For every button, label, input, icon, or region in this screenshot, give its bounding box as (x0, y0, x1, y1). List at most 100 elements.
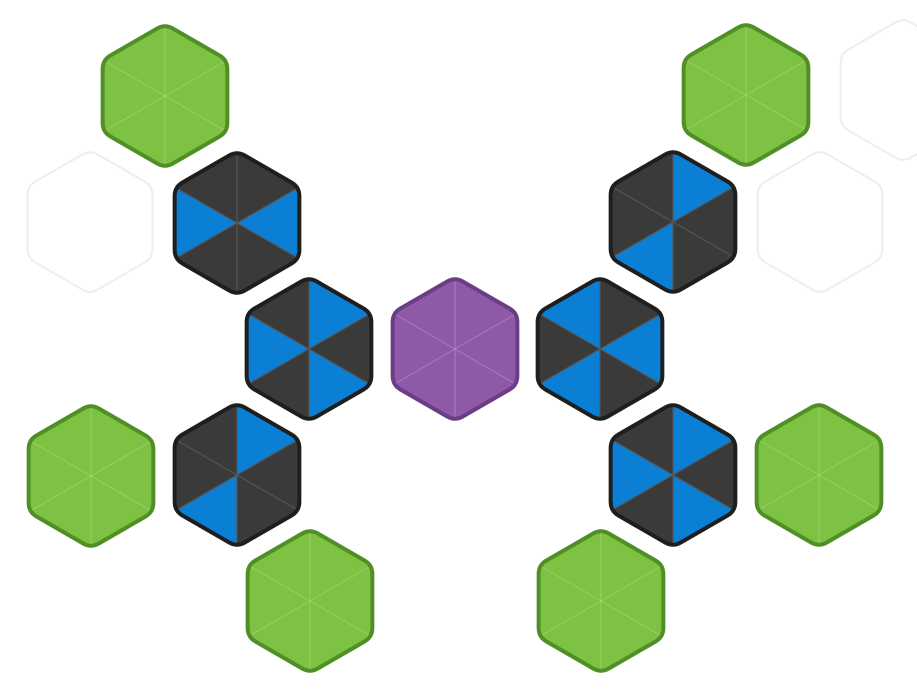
hex-sectors (174, 405, 300, 545)
hex-tile-green-top-right[interactable] (681, 23, 811, 167)
dark-sector (537, 311, 600, 387)
hex-spokes (541, 533, 661, 669)
spoke (454, 348, 515, 384)
dark-sector (610, 152, 673, 222)
spoke (541, 600, 602, 636)
spoke (600, 600, 661, 636)
sector-divider (537, 348, 601, 386)
sector-divider (236, 222, 300, 260)
hex-border (608, 150, 738, 294)
empty-slot[interactable] (756, 151, 884, 293)
hex-tile-empty-right[interactable] (756, 151, 884, 293)
dark-sector (673, 184, 736, 260)
sector-divider (236, 474, 300, 512)
spoke (686, 94, 747, 130)
spoke (90, 475, 151, 511)
sector-divider (610, 438, 674, 476)
sector-divider (246, 312, 310, 350)
spoke (31, 441, 92, 477)
hex-spokes (31, 408, 151, 544)
sector-divider (672, 185, 736, 223)
hex-spokes (250, 533, 370, 669)
hex-tile-split-left-middle[interactable] (243, 273, 375, 425)
blue-sector (610, 222, 673, 292)
empty-slot[interactable] (26, 151, 154, 293)
hex-sectors (246, 279, 372, 419)
spoke (105, 95, 166, 131)
dark-sector (246, 349, 309, 419)
hex-tile-green-bottom-right[interactable] (536, 529, 666, 673)
spoke (686, 60, 747, 96)
dark-sector (237, 475, 300, 545)
spoke (745, 60, 806, 96)
spoke (745, 94, 806, 130)
spoke (31, 475, 92, 511)
spoke (105, 61, 166, 97)
blue-sector (537, 279, 600, 349)
sector-divider (672, 221, 736, 259)
dark-sector (673, 437, 736, 513)
sector-divider (599, 312, 663, 350)
spoke (164, 61, 225, 97)
hex-border (244, 277, 374, 421)
hex-tile-empty-left[interactable] (26, 151, 154, 293)
hex-tile-split-left-lower[interactable] (171, 399, 303, 551)
hex-tile-green-right-lower[interactable] (754, 403, 884, 547)
sector-divider (174, 186, 238, 224)
dark-sector (610, 475, 673, 545)
spoke (250, 566, 311, 602)
sector-divider (236, 438, 300, 476)
hex-tile-purple-center[interactable] (390, 277, 520, 421)
purple-hex-face (390, 277, 520, 421)
blue-sector (309, 349, 372, 419)
hex-tile-green-bottom-left[interactable] (245, 529, 375, 673)
green-hex-face (100, 24, 230, 168)
sector-divider (672, 438, 736, 476)
sector-divider (236, 186, 300, 224)
hex-sectors (610, 152, 736, 292)
dark-sector (246, 279, 309, 349)
hex-spokes (395, 281, 515, 417)
dark-sector (600, 279, 663, 349)
hex-tile-split-right-upper[interactable] (607, 146, 739, 298)
hex-tile-green-left-lower[interactable] (26, 404, 156, 548)
blue-sector (237, 405, 300, 475)
hex-border (535, 277, 665, 421)
sector-divider (308, 312, 372, 350)
blue-sector (537, 349, 600, 419)
blue-sector (246, 311, 309, 387)
blue-sector (673, 475, 736, 545)
hex-tile-split-right-middle[interactable] (534, 273, 666, 425)
blue-sector (610, 437, 673, 513)
hex-border (608, 403, 738, 547)
spoke (309, 566, 370, 602)
hex-sectors (610, 405, 736, 545)
hex-sectors (537, 279, 663, 419)
hex-tile-split-right-lower[interactable] (607, 399, 739, 551)
sector-divider (308, 348, 372, 386)
hex-border (172, 151, 302, 295)
green-hex-face (245, 529, 375, 673)
spoke (759, 474, 820, 510)
hex-border (172, 403, 302, 547)
dark-sector (237, 153, 300, 223)
dark-sector (174, 153, 237, 223)
empty-slot[interactable] (839, 19, 917, 161)
hex-tile-green-top-left[interactable] (100, 24, 230, 168)
blue-sector (309, 279, 372, 349)
blue-sector (237, 185, 300, 261)
hex-tile-split-left-upper[interactable] (171, 147, 303, 299)
hex-tile-empty-top-right-edge[interactable] (839, 19, 917, 161)
blue-sector (174, 185, 237, 261)
spoke (818, 440, 879, 476)
hex-spokes (686, 27, 806, 163)
dark-sector (237, 437, 300, 513)
blue-sector (673, 152, 736, 222)
hex-spokes (759, 407, 879, 543)
spoke (309, 600, 370, 636)
green-hex-face (681, 23, 811, 167)
sector-divider (174, 438, 238, 476)
blue-sector (673, 405, 736, 475)
sector-divider (174, 474, 238, 512)
